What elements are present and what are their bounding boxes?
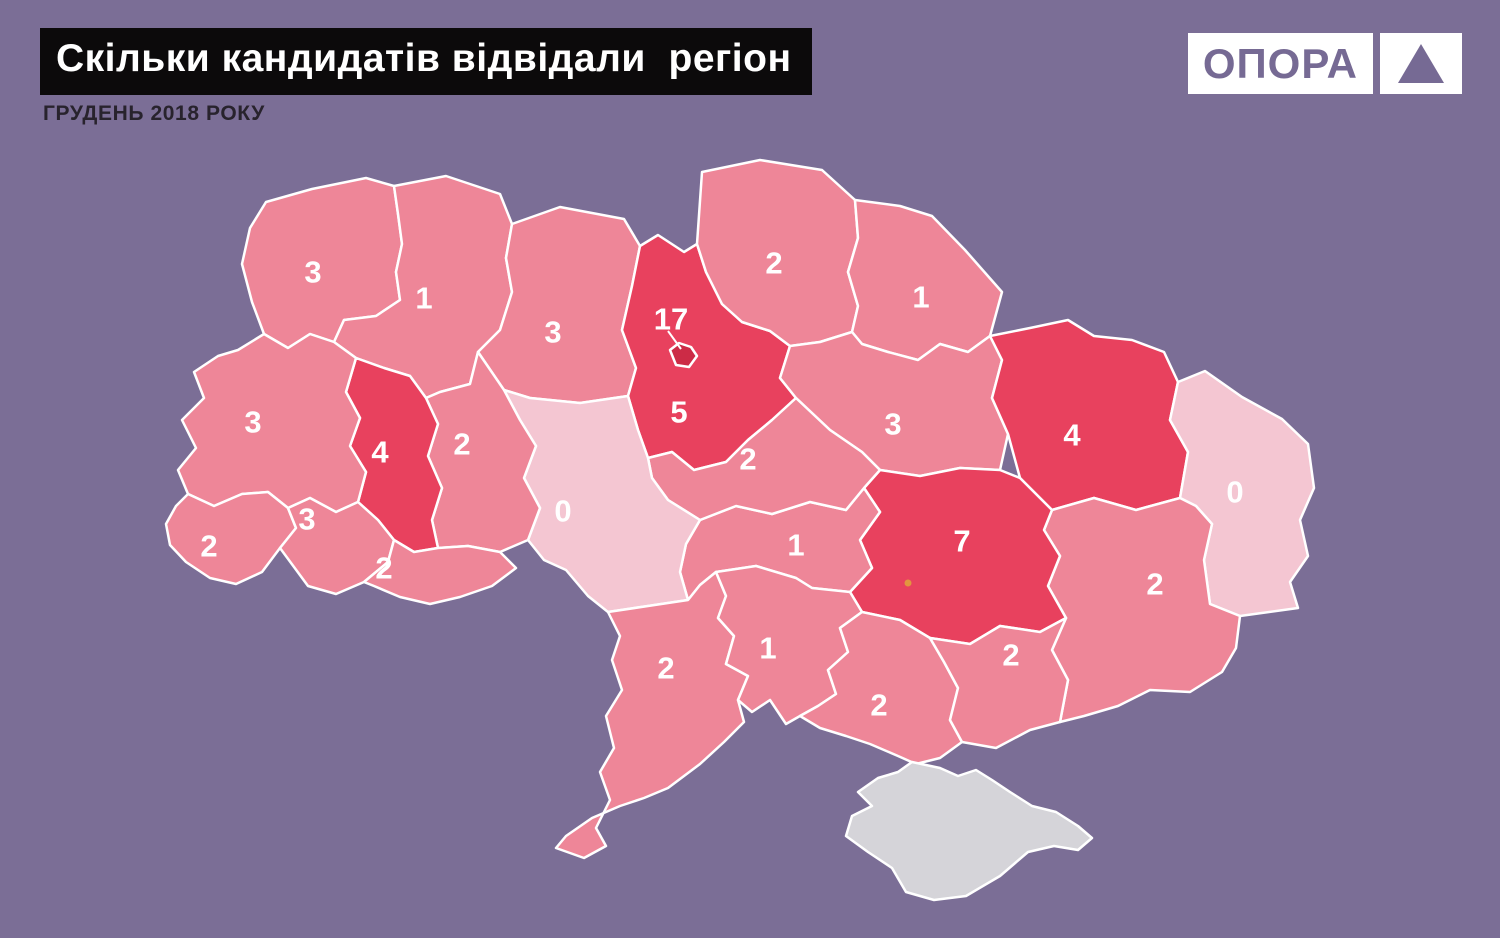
region-value-donetsk: 2	[1146, 567, 1163, 602]
region-chernivtsi	[362, 538, 518, 606]
region-value-sumy: 1	[912, 280, 929, 315]
region-value-poltava: 3	[884, 407, 901, 442]
city-marker-dot	[904, 579, 912, 587]
region-value-zhytomyr: 3	[544, 315, 561, 350]
opora-logo-text-box: ОПОРА	[1187, 33, 1373, 94]
region-value-luhansk: 0	[1226, 475, 1243, 510]
region-value-dnipro: 7	[953, 524, 970, 559]
opora-logo: ОПОРА	[1187, 33, 1462, 94]
opora-logo-text: ОПОРА	[1202, 39, 1358, 87]
region-value-cherkasy: 2	[739, 442, 756, 477]
region-kyiv-city	[668, 341, 699, 369]
opora-logo-mark-box	[1380, 33, 1462, 94]
region-value-mykolaiv: 1	[759, 631, 776, 666]
region-value-ivano-frankivsk: 3	[298, 502, 315, 537]
region-value-ternopil: 4	[371, 435, 389, 470]
region-crimea-no-data	[844, 760, 1094, 902]
region-zakarpattia	[164, 490, 298, 586]
kyiv-city-callout-line	[667, 330, 682, 350]
region-value-chernihiv: 2	[765, 246, 782, 281]
region-value-labels: 3 1 3 5 17 2 1 3 4 0 2 7 2 2 1 2 1 2 0 2 4 3 2 3 2	[200, 246, 1243, 723]
title-bar: Скільки кандидатів відвідали регіон	[40, 28, 812, 95]
page-subtitle: ГРУДЕНЬ 2018 РОКУ	[43, 102, 265, 125]
region-value-kharkiv: 4	[1063, 418, 1081, 453]
region-value-zakarpattia: 2	[200, 529, 217, 564]
region-value-khmelnytskyi: 2	[453, 427, 470, 462]
region-value-chernivtsi: 2	[375, 551, 392, 586]
region-value-volyn: 3	[304, 255, 321, 290]
page-title: Скільки кандидатів відвідали регіон	[56, 37, 792, 80]
region-value-kyiv-city: 17	[654, 302, 688, 337]
region-value-kyiv: 5	[670, 395, 687, 430]
region-value-vinnytsia: 0	[554, 494, 571, 529]
region-value-zaporizhzhia: 2	[1002, 638, 1019, 673]
region-value-rivne: 1	[415, 281, 432, 316]
region-donetsk	[1042, 496, 1242, 724]
region-value-kherson: 2	[870, 688, 887, 723]
region-value-odesa: 2	[657, 651, 674, 686]
triangle-icon	[1398, 44, 1444, 83]
region-value-kirovohrad: 1	[787, 528, 804, 563]
region-lviv	[176, 332, 368, 514]
region-zaporizhzhia	[928, 616, 1070, 750]
region-value-lviv: 3	[244, 405, 261, 440]
